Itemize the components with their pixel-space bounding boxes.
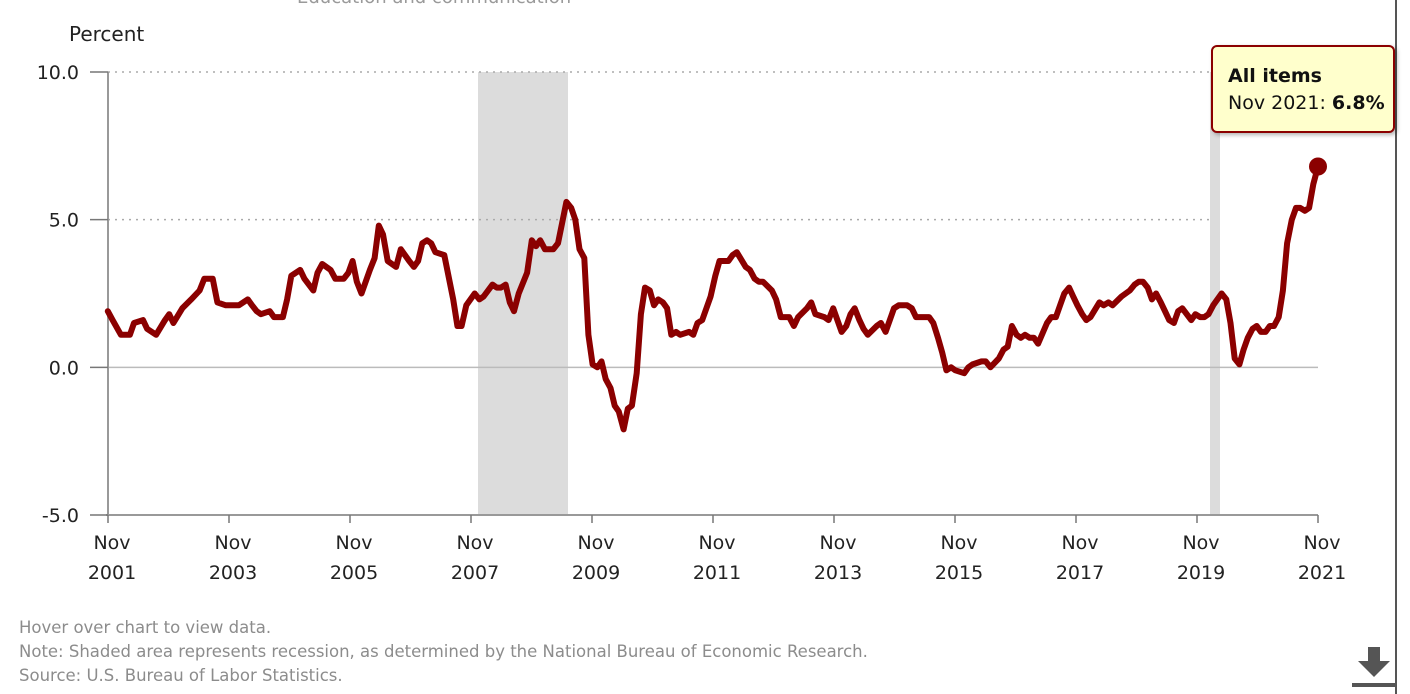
x-tick-year-10: 2021 <box>1298 562 1346 584</box>
recession-band-1 <box>478 72 568 515</box>
highlight-point[interactable] <box>1309 157 1327 176</box>
x-tick-month-9: Nov <box>1182 532 1219 554</box>
gridlines <box>108 71 1318 369</box>
y-tick-label-0: 10.0 <box>37 62 79 84</box>
x-tick-month-4: Nov <box>577 532 614 554</box>
x-tick-year-5: 2011 <box>693 562 741 584</box>
tooltip-title: All items <box>1228 65 1322 87</box>
axes <box>90 71 1319 523</box>
x-tick-month-1: Nov <box>214 532 251 554</box>
tooltip-value-line: Nov 2021: 6.8% <box>1228 89 1393 117</box>
x-tick-year-7: 2015 <box>935 562 983 584</box>
x-tick-month-10: Nov <box>1303 532 1340 554</box>
y-tick-labels: 10.0 5.0 0.0 -5.0 <box>37 62 79 527</box>
x-tick-year-1: 2003 <box>209 562 257 584</box>
tooltip: All items Nov 2021: 6.8% <box>1211 45 1395 133</box>
x-tick-month-7: Nov <box>940 532 977 554</box>
recession-band-2 <box>1210 72 1220 515</box>
x-tick-year-2: 2005 <box>330 562 378 584</box>
x-tick-labels: Nov 2001 Nov 2003 Nov 2005 Nov 2007 Nov 2009 Nov 20… <box>88 532 1346 584</box>
x-tick-month-2: Nov <box>335 532 372 554</box>
y-axis-title: Percent <box>69 22 144 46</box>
download-icon[interactable] <box>1352 645 1396 689</box>
x-tick-year-3: 2007 <box>451 562 499 584</box>
y-tick-label-3: -5.0 <box>42 505 79 527</box>
x-tick-year-9: 2019 <box>1177 562 1225 584</box>
chart-title: Education and communication <box>297 0 571 8</box>
tooltip-date: Nov 2021: <box>1228 92 1332 114</box>
x-tick-year-6: 2013 <box>814 562 862 584</box>
x-tick-month-0: Nov <box>93 532 130 554</box>
source-note: Source: U.S. Bureau of Labor Statistics. <box>19 666 343 685</box>
x-tick-month-8: Nov <box>1061 532 1098 554</box>
series-line-all-items[interactable] <box>104 163 1321 433</box>
x-tick-year-4: 2009 <box>572 562 620 584</box>
recession-note: Note: Shaded area represents recession, … <box>19 642 868 661</box>
recession-shading <box>478 72 1220 515</box>
x-tick-year-0: 2001 <box>88 562 136 584</box>
x-tick-month-6: Nov <box>819 532 856 554</box>
x-tick-month-5: Nov <box>698 532 735 554</box>
tooltip-value: 6.8% <box>1331 92 1385 114</box>
y-tick-label-1: 5.0 <box>49 210 79 232</box>
hover-note: Hover over chart to view data. <box>19 618 272 637</box>
x-tick-month-3: Nov <box>456 532 493 554</box>
x-tick-year-8: 2017 <box>1056 562 1104 584</box>
y-tick-label-2: 0.0 <box>49 357 79 379</box>
